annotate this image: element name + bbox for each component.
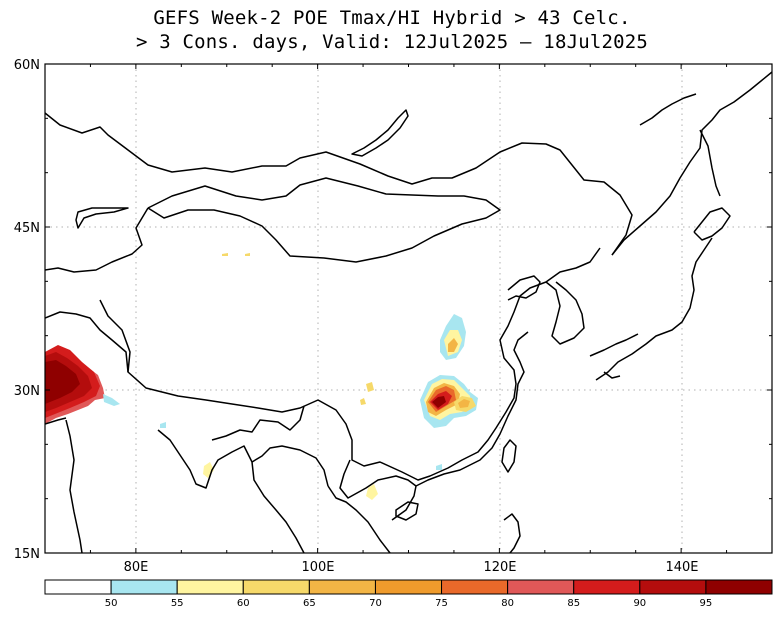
colorbar-label: 95 <box>700 598 713 609</box>
title-line-1: GEFS Week-2 POE Tmax/HI Hybrid > 43 Celc… <box>153 7 631 29</box>
colorbar-swatch <box>44 579 112 595</box>
hotspot-pakistan <box>45 345 120 424</box>
graticule <box>45 64 772 553</box>
colorbar-swatch <box>639 579 707 595</box>
colorbar-label: 55 <box>171 598 184 609</box>
colorbar-swatch <box>705 579 773 595</box>
lon-label-100: 100E <box>301 560 334 575</box>
colorbar-swatch <box>441 579 509 595</box>
colorbar-swatch <box>242 579 310 595</box>
colorbar-swatch <box>308 579 376 595</box>
tick-marks <box>44 63 773 554</box>
colorbar-label: 80 <box>501 598 514 609</box>
hotspot-central-china <box>160 253 478 500</box>
lat-label-60: 60N <box>14 58 40 73</box>
colorbar-label: 50 <box>105 598 118 609</box>
lon-label-80: 80E <box>124 560 149 575</box>
colorbar-swatch <box>507 579 575 595</box>
lat-label-45: 45N <box>14 221 40 236</box>
colorbar-swatch <box>374 579 443 595</box>
coastlines-borders <box>45 71 772 553</box>
colorbar: 50 55 60 65 70 75 80 85 90 95 <box>44 579 773 609</box>
title-line-2: > 3 Cons. days, Valid: 12Jul2025 – 18Jul… <box>135 31 649 53</box>
map-plot-area <box>45 64 772 553</box>
colorbar-label: 65 <box>303 598 316 609</box>
colorbar-label: 60 <box>237 598 250 609</box>
colorbar-swatch <box>573 579 641 595</box>
colorbar-label: 85 <box>567 598 580 609</box>
lon-label-120: 120E <box>483 560 516 575</box>
colorbar-swatch <box>110 579 178 595</box>
lon-label-140: 140E <box>665 560 698 575</box>
colorbar-label: 70 <box>369 598 382 609</box>
colorbar-label: 75 <box>435 598 448 609</box>
colorbar-swatch <box>176 579 244 595</box>
lat-label-15: 15N <box>14 547 40 562</box>
colorbar-label: 90 <box>633 598 646 609</box>
lat-label-30: 30N <box>14 384 40 399</box>
